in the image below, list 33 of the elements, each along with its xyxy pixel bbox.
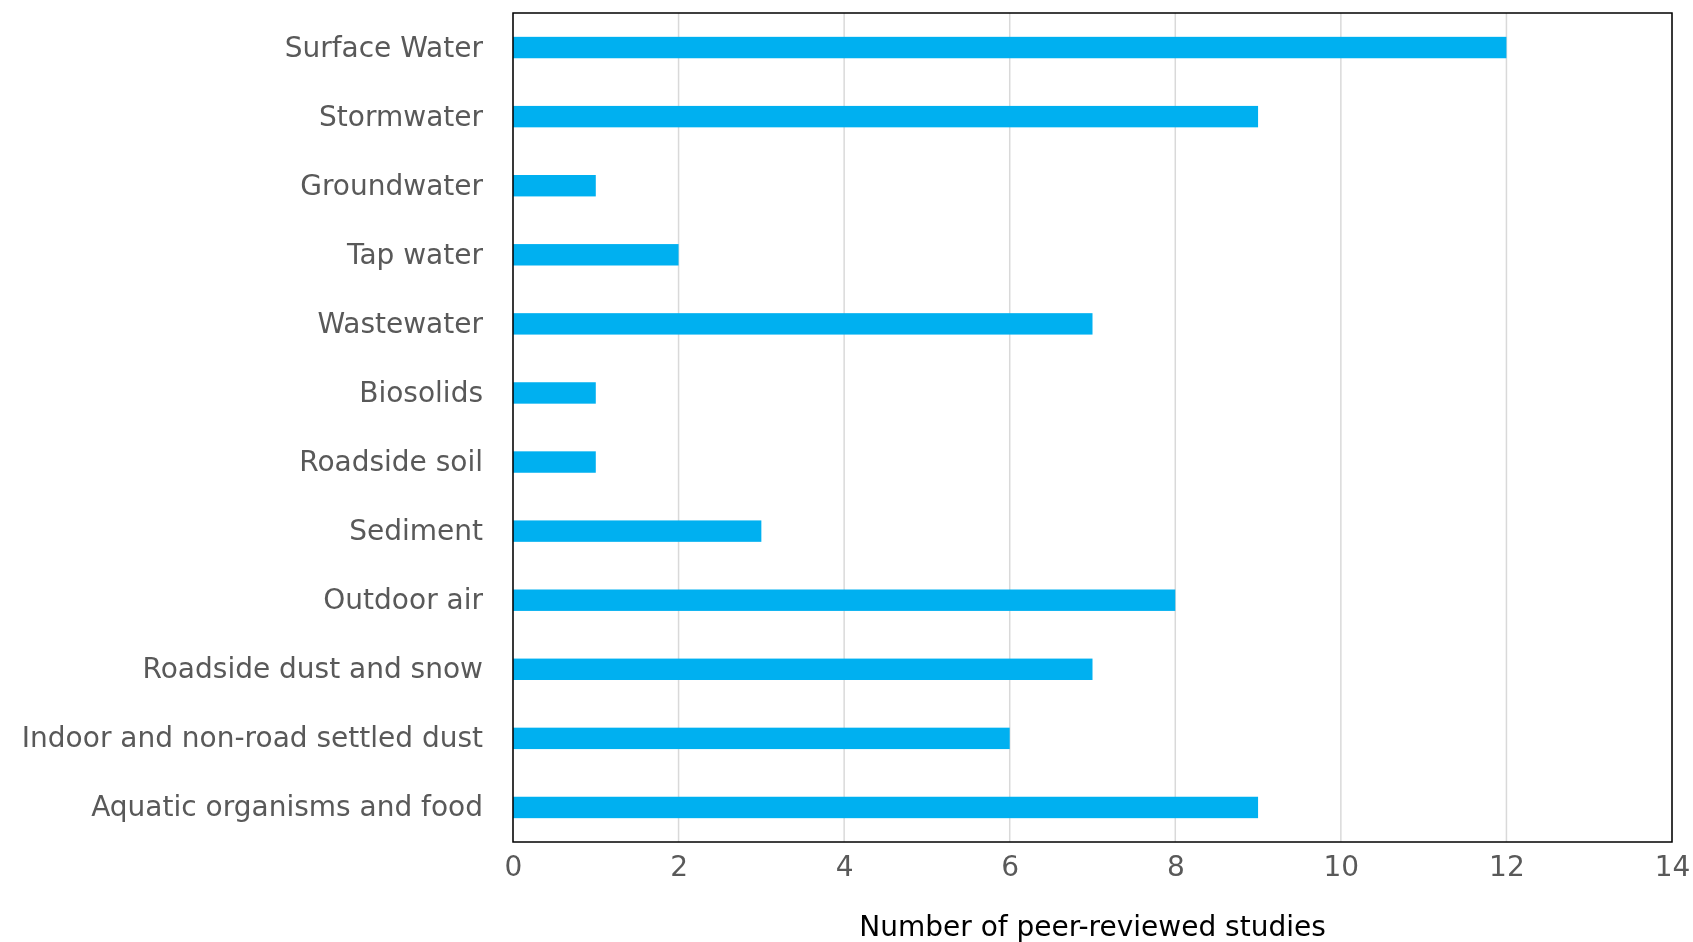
bar [513,589,1176,611]
bar [513,796,1259,819]
x-tick-label: 14 [1654,849,1691,883]
y-tick-label: Indoor and non-road settled dust [21,721,484,755]
y-tick-label: Groundwater [300,168,484,202]
y-tick-label: Sediment [349,514,484,548]
x-tick-label: 12 [1489,849,1525,883]
x-tick-label: 0 [504,849,523,883]
x-tick-label: 10 [1323,849,1360,883]
x-tick-label: 8 [1166,849,1185,883]
bar [513,313,1093,335]
y-tick-label: Stormwater [319,99,484,133]
y-tick-label: Aquatic organisms and food [91,790,483,824]
bar [513,105,1259,128]
bar [513,36,1507,59]
x-tick-label: 6 [1001,849,1020,883]
x-axis-title: Number of peer-reviewed studies [859,910,1326,942]
bar [513,451,596,473]
bar [513,382,596,404]
x-tick-label: 4 [835,849,854,883]
bar [513,175,596,197]
bar [513,520,762,542]
y-tick-label: Surface Water [284,30,484,64]
bar [513,727,1010,750]
y-tick-label: Roadside dust and snow [142,652,483,686]
y-tick-label: Tap water [345,237,484,271]
x-tick-label: 2 [670,849,688,883]
y-tick-label: Wastewater [317,306,484,340]
y-tick-label: Biosolids [359,375,483,409]
bar [513,244,679,266]
y-tick-label: Roadside soil [299,445,483,478]
y-tick-label: Outdoor air [323,583,484,617]
bar [513,658,1093,680]
